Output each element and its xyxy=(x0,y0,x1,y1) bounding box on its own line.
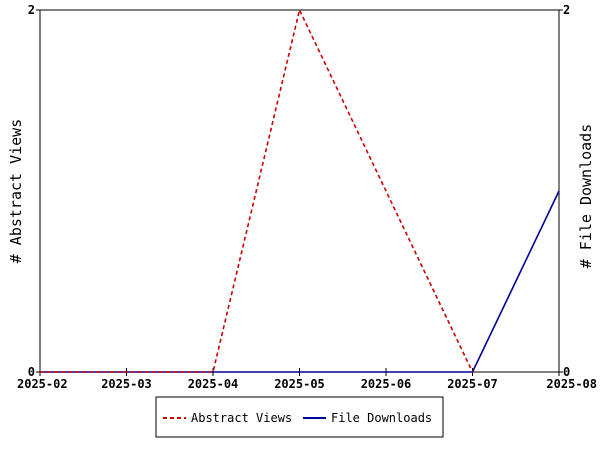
legend-label-file-downloads: File Downloads xyxy=(331,411,432,425)
y-axis-left: 02 xyxy=(28,3,44,379)
y_left-tick-label-0: 0 xyxy=(28,365,35,379)
x-tick-label-6: 2025-08 xyxy=(546,377,597,391)
y_left-tick-label-1: 2 xyxy=(28,3,35,17)
legend-box xyxy=(155,396,444,438)
y_right-tick-label-1: 2 xyxy=(563,3,570,17)
series-layer xyxy=(40,7,560,373)
x-tick-label-3: 2025-05 xyxy=(274,377,325,391)
x-tick-label-1: 2025-03 xyxy=(101,377,152,391)
legend: Abstract Views File Downloads xyxy=(155,396,444,438)
x-tick-label-0: 2025-02 xyxy=(17,377,68,391)
legend-label-abstract-views: Abstract Views xyxy=(191,411,292,425)
y-left-title: # Abstract Views xyxy=(7,119,25,264)
x-tick-label-4: 2025-06 xyxy=(361,377,412,391)
plot-frame xyxy=(39,9,560,373)
y-right-title: # File Downloads xyxy=(577,124,595,269)
x-tick-label-5: 2025-07 xyxy=(447,377,498,391)
series-line-abstract-views xyxy=(40,7,474,373)
y_right-tick-label-0: 0 xyxy=(563,365,570,379)
y-axis-right: 02 xyxy=(555,3,570,379)
x-axis: 2025-02 2025-03 2025-04 2025-05 2025-06 2025-… xyxy=(17,368,597,391)
series-line-file-downloads xyxy=(40,190,560,373)
x-tick-label-2: 2025-04 xyxy=(188,377,239,391)
